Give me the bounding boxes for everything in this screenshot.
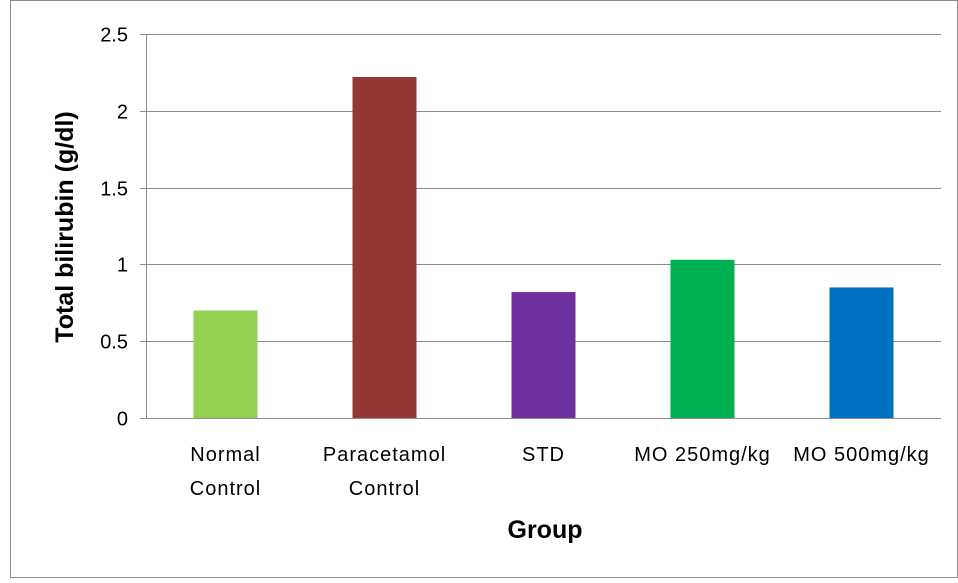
x-tick-label: Paracetamol Control	[323, 444, 446, 500]
chart-border	[10, 0, 958, 578]
bar	[511, 292, 576, 418]
y-axis-label: Total bilirubin (g/dl)	[51, 111, 79, 342]
x-axis-label: Group	[508, 516, 583, 544]
x-tick-label: STD	[522, 444, 565, 466]
gridlines	[140, 34, 941, 419]
bars	[193, 77, 894, 419]
bar	[193, 310, 258, 418]
y-tick-label: 0.5	[100, 332, 128, 354]
x-tick-label: MO 250mg/kg	[634, 444, 771, 466]
x-tick-labels: Normal Control Paracetamol Control STD MO 250…	[190, 444, 930, 500]
bar	[670, 259, 735, 418]
bar	[352, 77, 417, 419]
x-tick-label: Normal Control	[190, 444, 261, 500]
y-tick-labels: 0 0.5 1 1.5 2 2.5	[100, 25, 128, 431]
x-tick-label: MO 500mg/kg	[793, 444, 930, 466]
y-tick-label: 1	[117, 255, 128, 277]
y-tick-label: 1.5	[100, 179, 128, 201]
bar	[829, 287, 894, 418]
y-tick-label: 2	[117, 102, 128, 124]
y-tick-label: 0	[117, 409, 128, 431]
y-tick-label: 2.5	[100, 25, 128, 47]
